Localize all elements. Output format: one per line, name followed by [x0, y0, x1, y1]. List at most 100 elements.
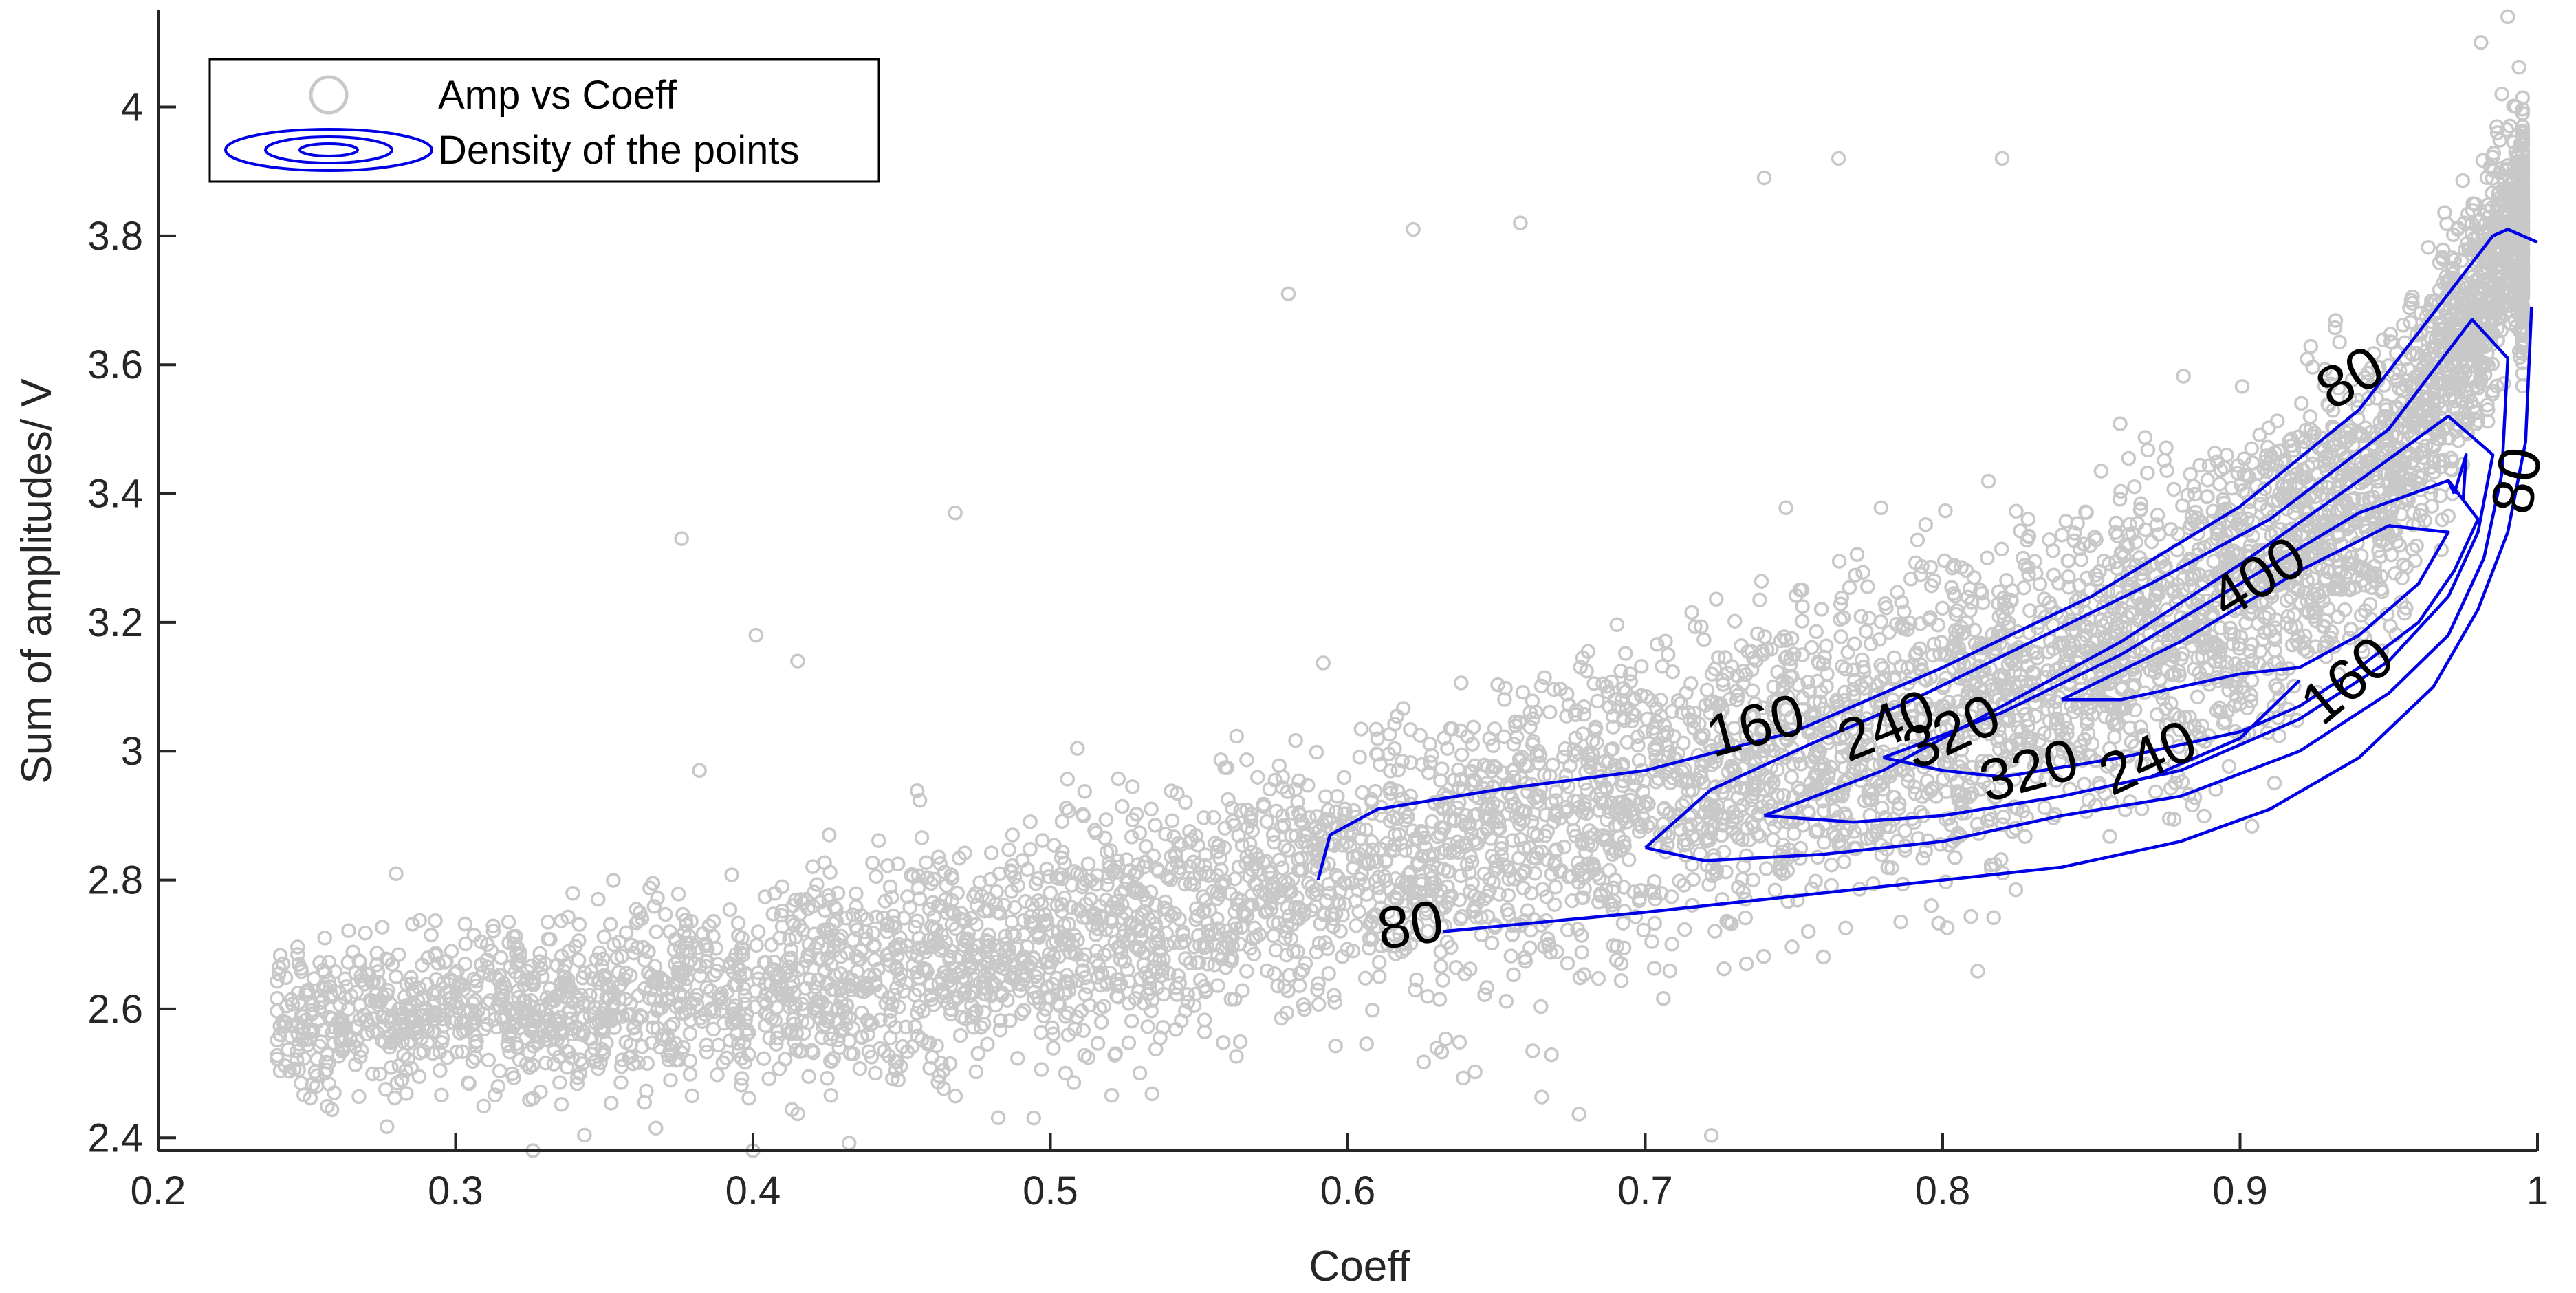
scatter-point: [1279, 947, 1294, 963]
scatter-point: [1764, 642, 1779, 657]
scatter-point: [1672, 873, 1687, 889]
scatter-point: [1054, 814, 1070, 829]
scatter-point: [602, 917, 618, 932]
scatter-point: [2267, 775, 2282, 791]
scatter-point: [437, 955, 452, 970]
scatter-point: [1305, 884, 1320, 900]
scatter-point: [1293, 813, 1309, 828]
scatter-point: [2144, 534, 2159, 550]
scatter-point: [1392, 920, 1407, 936]
scatter-point: [657, 906, 673, 922]
scatter-point: [2174, 651, 2189, 666]
scatter-point: [1947, 850, 1963, 865]
scatter-point: [2149, 517, 2165, 532]
scatter-point: [415, 957, 430, 973]
scatter-point: [2438, 309, 2454, 324]
scatter-point: [461, 1076, 477, 1091]
scatter-point: [290, 947, 305, 962]
scatter-point: [2317, 362, 2333, 377]
scatter-point: [2244, 441, 2260, 457]
scatter-point: [2451, 433, 2466, 448]
scatter-point: [1080, 856, 1096, 871]
scatter-point: [1064, 900, 1079, 915]
scatter-point: [2515, 102, 2531, 117]
scatter-point: [875, 910, 891, 926]
scatter-point: [1711, 698, 1726, 714]
scatter-point: [1197, 1012, 1212, 1028]
scatter-point: [1574, 928, 1589, 944]
scatter-point: [1359, 887, 1375, 902]
scatter-point: [559, 1060, 575, 1075]
scatter-point: [1834, 590, 1849, 606]
scatter-point: [1755, 643, 1770, 659]
scatter-point: [1005, 827, 1020, 843]
scatter-point: [914, 830, 930, 845]
scatter-point: [1705, 818, 1721, 834]
scatter-point: [1745, 872, 1761, 888]
scatter-point: [782, 932, 797, 947]
scatter-point: [1031, 966, 1046, 981]
scatter-point: [2216, 495, 2231, 511]
scatter-point: [1980, 473, 1996, 489]
scatter-point: [1150, 933, 1166, 948]
scatter-point: [1837, 806, 1853, 821]
scatter-point: [1609, 617, 1625, 633]
scatter-point: [976, 959, 992, 975]
scatter-point: [1332, 884, 1348, 900]
scatter-point: [2159, 440, 2174, 455]
scatter-point: [1714, 892, 1730, 907]
scatter-point: [1923, 559, 1939, 575]
scatter-point: [915, 962, 931, 978]
scatter-point: [1776, 787, 1791, 803]
scatter-point: [1080, 979, 1095, 995]
scatter-point: [1786, 646, 1801, 662]
scatter-point: [1412, 728, 1428, 743]
scatter-point: [1039, 861, 1054, 877]
scatter-point: [1484, 935, 1500, 951]
scatter-point: [1624, 706, 1639, 721]
scatter-point: [2176, 369, 2191, 384]
scatter-point: [715, 1055, 731, 1070]
scatter-point: [606, 873, 621, 888]
scatter-point: [1664, 937, 1679, 952]
scatter-point: [1813, 602, 1829, 617]
scatter-point: [1837, 684, 1853, 700]
scatter-point: [1648, 774, 1664, 790]
scatter-point: [312, 955, 327, 970]
scatter-point: [2192, 457, 2207, 473]
scatter-point: [2066, 533, 2082, 549]
scatter-point: [1659, 837, 1675, 852]
scatter-point: [1453, 868, 1468, 884]
scatter-point: [1216, 1035, 1231, 1050]
scatter-point: [2132, 550, 2148, 565]
scatter-point: [1661, 829, 1676, 845]
scatter-point: [2350, 393, 2366, 408]
scatter-point: [1962, 581, 1978, 596]
scatter-point: [485, 924, 501, 939]
scatter-point: [2112, 492, 2128, 507]
scatter-point: [1602, 699, 1617, 715]
scatter-point: [1647, 915, 1663, 931]
scatter-point: [2289, 633, 2304, 649]
scatter-point: [1520, 903, 1536, 918]
scatter-point: [699, 979, 714, 995]
scatter-point: [481, 1052, 496, 1068]
scatter-point: [1138, 839, 1154, 854]
scatter-point: [2220, 704, 2236, 719]
scatter-point: [2268, 677, 2283, 693]
scatter-point: [444, 1014, 459, 1030]
scatter-point: [1704, 666, 1720, 682]
scatter-point: [324, 1102, 340, 1118]
scatter-point: [1856, 660, 1871, 675]
scatter-point: [1580, 644, 1596, 660]
scatter-point: [822, 1031, 838, 1047]
scatter-point: [2022, 602, 2038, 618]
scatter-point: [1755, 700, 1771, 715]
scatter-point: [596, 951, 611, 967]
scatter-point: [924, 977, 939, 992]
scatter-point: [1901, 774, 1916, 790]
scatter-point: [1560, 922, 1575, 937]
scatter-point: [1070, 741, 1085, 756]
scatter-point: [2150, 707, 2165, 722]
scatter-point: [2303, 422, 2319, 437]
